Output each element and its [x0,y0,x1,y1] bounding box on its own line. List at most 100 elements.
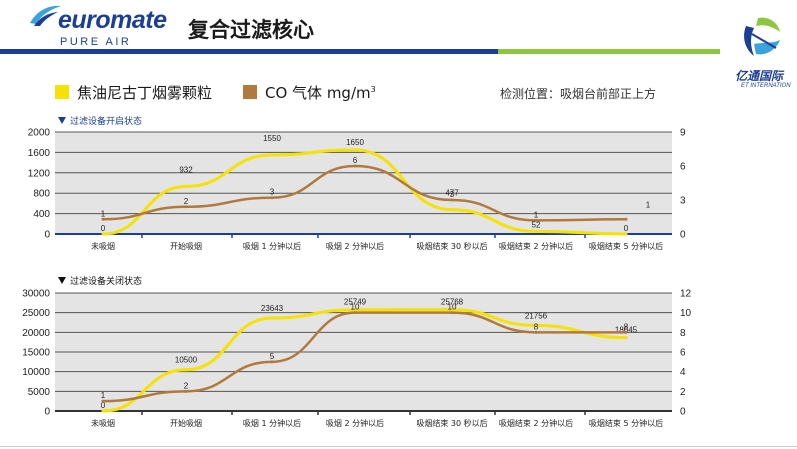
right-tick-label: 10 [680,308,692,319]
data-point [534,323,538,327]
category-label: 未吸烟 [91,418,115,428]
data-label: 0 [624,224,629,233]
data-label: 3 [450,190,455,199]
left-tick-label: 1200 [28,168,51,179]
category-label: 未吸烟 [91,241,115,251]
right-tick-label: 6 [680,348,686,359]
category-label: 开始吸烟 [170,418,202,428]
data-label: 10500 [175,356,198,365]
section-marker-icon [58,277,66,284]
data-label: 8 [534,322,539,331]
data-point [353,164,357,168]
data-label: 932 [179,165,193,174]
category-label: 吸烟结束 2 分钟以后 [499,418,573,428]
data-label: 1 [101,209,106,218]
data-point [270,153,274,157]
left-tick-label: 2000 [28,128,51,139]
data-point [450,311,454,315]
right-tick-label: 0 [680,407,686,418]
left-tick-label: 0 [44,407,50,418]
data-label: 18645 [615,326,638,335]
data-label: 21756 [525,311,548,320]
measurement-location: 检测位置：吸烟台前部正上方 [500,87,657,101]
data-label: 1 [646,200,651,209]
section-marker-icon [58,117,66,124]
data-point [624,330,628,334]
legend-label-particles: 焦油尼古丁烟雾颗粒 [77,83,213,102]
data-point [450,208,454,212]
data-label: 25768 [441,298,464,307]
data-point [353,311,357,315]
left-tick-label: 10000 [22,367,50,378]
data-point [450,198,454,202]
data-point [353,148,357,152]
right-tick-label: 6 [680,162,686,173]
header-divider-blue [0,49,498,54]
data-label: 1 [534,210,539,219]
data-point [184,389,188,393]
legend-item-co: CO 气体 mg/m3 [243,83,376,102]
data-point [624,232,628,236]
legend-item-particles: 焦油尼古丁烟雾颗粒 [55,83,213,102]
category-label: 吸烟 1 分钟以后 [243,241,301,251]
data-point [450,308,454,312]
data-point [534,218,538,222]
data-label: 1550 [263,134,281,143]
header-divider-green [498,49,720,54]
data-point [534,229,538,233]
data-point [270,360,274,364]
left-tick-label: 30000 [22,289,50,300]
category-label: 吸烟 2 分钟以后 [326,241,384,251]
partner-name: 亿通国际 [735,69,784,83]
data-point [184,368,188,372]
data-label: 0 [101,401,106,410]
data-point [624,217,628,221]
category-label: 吸烟结束 30 秒以后 [416,418,487,428]
page-title: 复合过滤核心 [188,18,314,42]
right-tick-label: 0 [680,230,686,241]
data-point [101,399,105,403]
data-label: 52 [532,220,541,229]
data-point [184,205,188,209]
right-tick-label: 12 [680,289,692,300]
data-label: 477 [445,189,459,198]
data-point [534,330,538,334]
data-label: 2 [184,381,189,390]
left-tick-label: 5000 [28,387,51,398]
left-tick-label: 25000 [22,308,50,319]
plot-area [55,132,672,234]
chart-title: 过滤设备关闭状态 [70,275,142,287]
right-tick-label: 4 [680,367,686,378]
category-label: 开始吸烟 [170,241,202,251]
left-tick-label: 400 [33,209,50,220]
data-point [101,409,105,413]
left-tick-label: 20000 [22,328,50,339]
logo-tagline: PURE AIR [60,36,132,48]
right-tick-label: 2 [680,387,686,398]
data-label: 25749 [344,298,367,307]
left-tick-label: 800 [33,189,50,200]
data-label: 3 [270,188,275,197]
data-point [270,196,274,200]
data-label: 10 [448,303,457,312]
left-tick-label: 0 [44,230,50,241]
data-point [101,217,105,221]
partner-logo-icon [744,17,780,56]
category-label: 吸烟 2 分钟以后 [326,418,384,428]
left-tick-label: 15000 [22,348,50,359]
data-label: 23643 [261,304,284,313]
data-label: 2 [184,197,189,206]
data-label: 6 [353,156,358,165]
data-point [184,184,188,188]
chart-filter-on: 过滤设备开启状态 2000 1600 1200 800 400 0 9 6 3 0 未吸烟 开始吸烟 吸烟… [0,112,797,262]
legend-label-co: CO 气体 mg/m3 [265,83,376,102]
category-label: 吸烟结束 30 秒以后 [416,241,487,251]
legend-swatch-brown [243,85,257,99]
data-label: 1650 [346,138,364,147]
chart-title: 过滤设备开启状态 [70,115,142,127]
data-point [624,336,628,340]
category-label: 吸烟结束 5 分钟以后 [589,241,663,251]
data-label: 10 [351,303,360,312]
right-tick-label: 9 [680,128,686,139]
category-label: 吸烟 1 分钟以后 [243,418,301,428]
